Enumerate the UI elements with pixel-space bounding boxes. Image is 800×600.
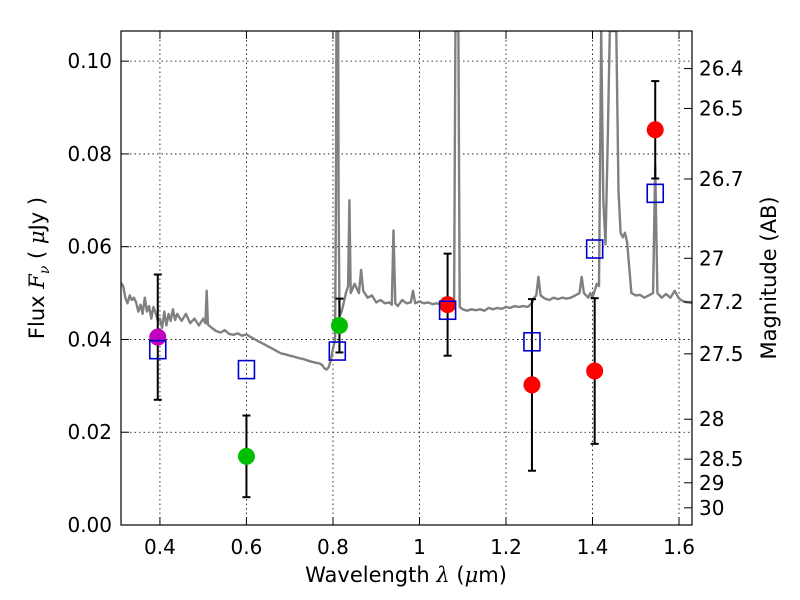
right-tick-label: 28 <box>699 407 724 431</box>
model-spectrum <box>121 31 692 371</box>
model-photometry-point <box>523 331 541 352</box>
x-axis-ticks: 0.4 0.6 0.8 1 1.2 1.4 1.6 <box>144 31 695 559</box>
x-tick-label: 1.6 <box>663 535 695 559</box>
observed-points <box>149 121 664 465</box>
x-tick-label: 1.4 <box>577 535 609 559</box>
x-tick-label: 0.4 <box>144 535 176 559</box>
right-tick-label: 26.4 <box>699 57 744 81</box>
model-photometry-point <box>585 239 604 259</box>
observed-point <box>330 317 348 335</box>
x-tick-label: 0.6 <box>231 535 263 559</box>
right-tick-label: 27.2 <box>699 290 744 314</box>
plot-frame <box>120 30 693 526</box>
y-tick-label: 0.00 <box>67 513 112 537</box>
y-tick-label: 0.08 <box>67 142 112 166</box>
y-tick-label: 0.02 <box>67 420 112 444</box>
right-tick-label: 27.5 <box>699 342 744 366</box>
right-tick-label: 26.7 <box>699 167 744 191</box>
model-photometry-point <box>646 183 665 204</box>
model-photometry-point <box>237 359 256 380</box>
y-tick-label: 0.04 <box>67 327 112 351</box>
model-photometry-points <box>148 183 665 380</box>
y-axis-ticks: 0.00 0.02 0.04 0.06 0.08 0.10 <box>67 49 129 537</box>
observed-point <box>439 296 457 314</box>
gridlines <box>121 31 692 526</box>
observed-point <box>237 447 255 465</box>
right-tick-label: 28.5 <box>699 447 744 471</box>
y-tick-label: 0.06 <box>67 235 112 259</box>
y-tick-label: 0.10 <box>67 49 112 73</box>
observed-point <box>149 328 167 346</box>
right-tick-label: 29 <box>699 471 724 495</box>
x-axis-label: Wavelength λ (μm) <box>305 563 507 587</box>
right-axis-label: Magnitude (AB) <box>757 196 781 359</box>
model-photometry-point <box>148 339 167 360</box>
x-tick-label: 0.8 <box>317 535 349 559</box>
observed-point <box>586 362 604 380</box>
observed-point <box>646 121 664 139</box>
x-tick-label: 1.2 <box>490 535 522 559</box>
model-photometry-point <box>328 341 347 361</box>
y-axis-label: Flux Fν ( μJy ) <box>25 197 53 339</box>
right-tick-label: 26.5 <box>699 96 744 120</box>
right-tick-label: 27 <box>699 246 724 270</box>
spectrum-line <box>121 31 692 371</box>
x-tick-label: 1 <box>413 535 426 559</box>
right-tick-label: 30 <box>699 496 724 520</box>
model-photometry-point <box>438 300 457 321</box>
observed-point <box>523 376 541 394</box>
